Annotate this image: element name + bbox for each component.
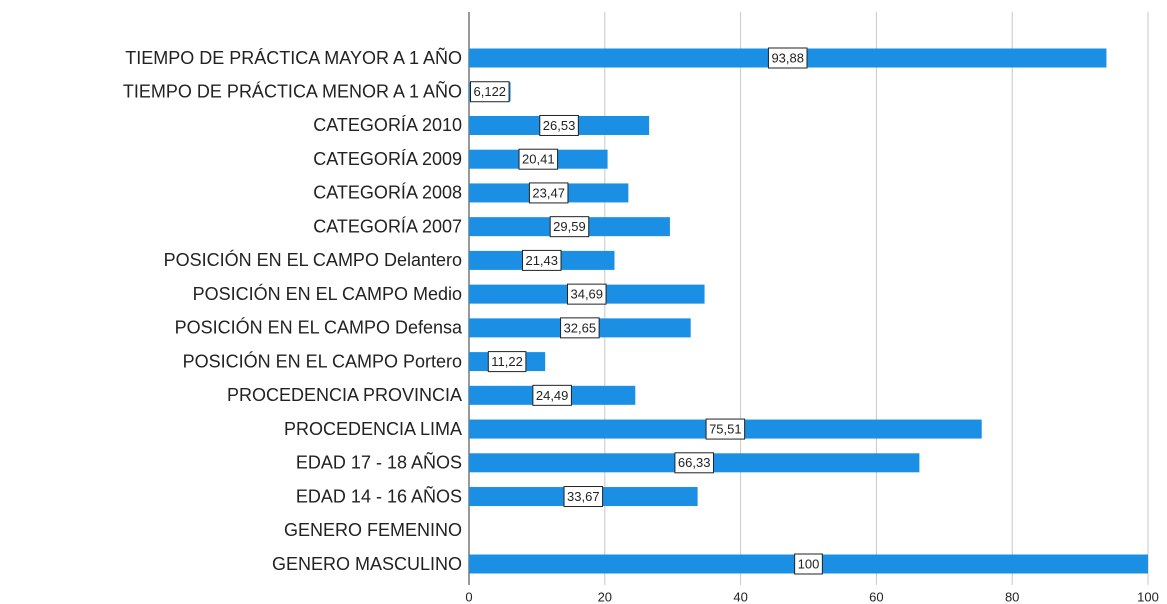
value-label-box: [705, 418, 746, 440]
y-tick-label: PROCEDENCIA PROVINCIA: [227, 385, 462, 405]
value-label-box: [767, 47, 808, 69]
y-tick-label: EDAD 17 - 18 AÑOS: [296, 452, 462, 473]
value-label: 21,43: [525, 253, 558, 268]
y-tick-label: POSICIÓN EN EL CAMPO Delantero: [164, 249, 462, 270]
value-label-box: [539, 114, 579, 136]
value-label: 29,59: [553, 219, 586, 234]
y-tick-label: POSICIÓN EN EL CAMPO Medio: [193, 283, 462, 304]
value-label: 32,65: [564, 320, 597, 335]
x-tick-label: 0: [465, 589, 472, 604]
y-tick-label: GENERO FEMENINO: [284, 520, 462, 540]
x-tick-label: 20: [598, 589, 612, 604]
value-label-box: [487, 351, 527, 373]
value-label: 6,122: [474, 84, 507, 99]
value-label-box: [674, 452, 714, 474]
value-label: 66,33: [678, 455, 711, 470]
y-tick-label: POSICIÓN EN EL CAMPO Portero: [183, 350, 462, 371]
value-label: 23,47: [532, 185, 565, 200]
value-label-box: [563, 486, 604, 508]
x-tick-label: 40: [733, 589, 747, 604]
value-label-box: [518, 148, 559, 170]
y-tick-label: GENERO MASCULINO: [272, 554, 462, 574]
value-label-box: [794, 553, 823, 575]
value-label-box: [566, 283, 607, 305]
x-tick-label: 100: [1137, 589, 1159, 604]
y-tick-label: CATEGORÍA 2008: [313, 183, 462, 203]
x-tick-label: 80: [1005, 589, 1019, 604]
y-tick-label: TIEMPO DE PRÁCTICA MAYOR A 1 AÑO: [125, 47, 462, 68]
y-tick-label: PROCEDENCIA LIMA: [284, 419, 462, 439]
value-label: 11,22: [491, 354, 523, 369]
y-tick-label: CATEGORÍA 2009: [313, 149, 462, 169]
value-label-box: [532, 384, 572, 406]
value-label: 20,41: [522, 152, 555, 167]
y-tick-label: TIEMPO DE PRÁCTICA MENOR A 1 AÑO: [123, 80, 462, 101]
value-label: 93,88: [771, 50, 804, 65]
y-tick-label: CATEGORÍA 2010: [313, 115, 462, 135]
value-label-box: [560, 317, 600, 339]
value-label-box: [528, 182, 569, 204]
value-label: 75,51: [709, 422, 742, 437]
y-tick-label: CATEGORÍA 2007: [313, 216, 462, 236]
x-tick-label: 60: [869, 589, 883, 604]
y-tick-label: EDAD 14 - 16 AÑOS: [296, 485, 462, 506]
value-label-box: [549, 216, 590, 238]
value-label: 24,49: [536, 388, 569, 403]
value-label: 26,53: [543, 118, 576, 133]
value-label: 100: [798, 556, 820, 571]
value-label-box: [521, 249, 562, 271]
value-label-box: [470, 81, 510, 103]
y-tick-label: POSICIÓN EN EL CAMPO Defensa: [175, 317, 463, 338]
value-label: 34,69: [570, 287, 603, 302]
value-label: 33,67: [567, 489, 600, 504]
